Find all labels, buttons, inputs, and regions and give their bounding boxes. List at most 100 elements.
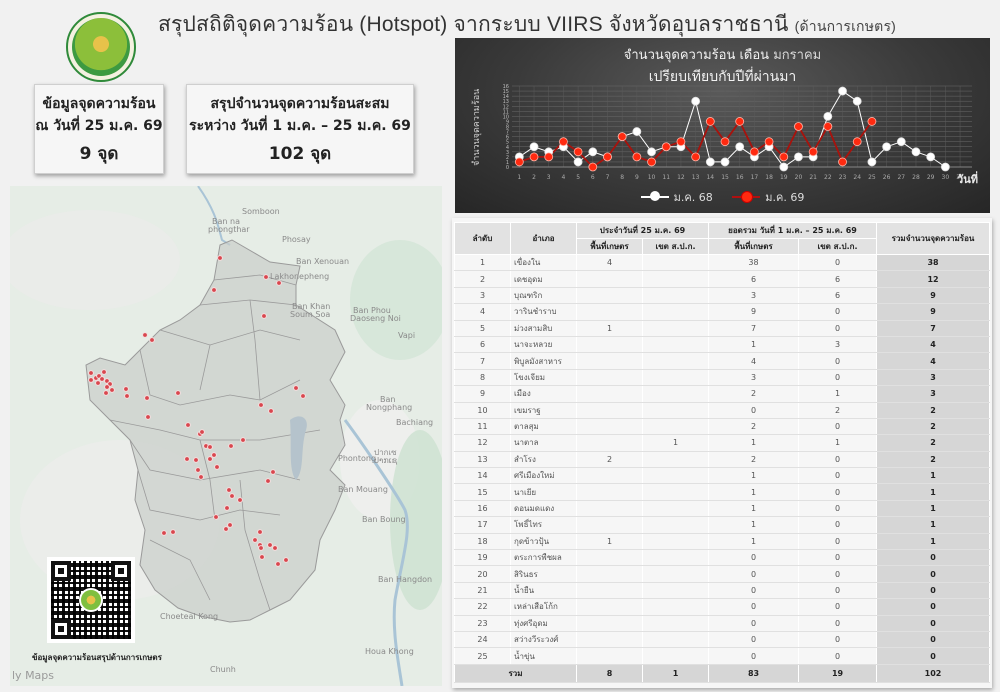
svg-text:2: 2	[532, 174, 536, 181]
cell-d-alro	[641, 598, 710, 616]
hotspot-marker-icon[interactable]	[184, 456, 190, 462]
hotspot-marker-icon[interactable]	[237, 497, 243, 503]
hotspot-marker-icon[interactable]	[104, 384, 110, 390]
hotspot-marker-icon[interactable]	[259, 554, 265, 560]
hotspot-marker-icon[interactable]	[283, 557, 289, 563]
hotspot-marker-icon[interactable]	[142, 332, 148, 338]
chart-title-month: มกราคม	[773, 48, 822, 63]
hotspot-marker-icon[interactable]	[272, 545, 278, 551]
data-point-marker-icon	[735, 117, 745, 126]
hotspot-marker-icon[interactable]	[224, 505, 230, 511]
data-point-marker-icon	[617, 132, 627, 142]
map-place-label: Bachiang	[396, 418, 434, 427]
hotspot-marker-icon[interactable]	[109, 387, 115, 393]
cell-d-agri	[576, 417, 643, 436]
cell-district: บุณฑริก	[510, 286, 577, 305]
hotspot-marker-icon[interactable]	[227, 522, 233, 528]
map-place-label: Houa Khong	[365, 647, 414, 656]
data-point-marker-icon	[852, 96, 862, 106]
cell-c-alro: 0	[798, 352, 878, 370]
hotspot-marker-icon[interactable]	[275, 561, 281, 567]
hotspot-marker-icon[interactable]	[124, 393, 130, 399]
hotspot-marker-icon[interactable]	[198, 474, 204, 480]
svg-text:13: 13	[692, 174, 700, 181]
hotspot-marker-icon[interactable]	[149, 337, 155, 343]
hotspot-marker-icon[interactable]	[258, 545, 264, 551]
cell-d-agri	[576, 516, 643, 534]
hotspot-marker-icon[interactable]	[223, 526, 229, 532]
hotspot-marker-icon[interactable]	[144, 395, 150, 401]
map-place-label: Ban Mouang	[338, 485, 388, 494]
svg-text:15: 15	[503, 89, 509, 95]
hotspot-marker-icon[interactable]	[145, 414, 151, 420]
today-box-date: ณ วันที่ 25 ม.ค. 69	[35, 118, 163, 134]
hotspot-marker-icon[interactable]	[268, 408, 274, 414]
hotspot-marker-icon[interactable]	[217, 255, 223, 261]
hotspot-marker-icon[interactable]	[185, 422, 191, 428]
hotspot-marker-icon[interactable]	[207, 456, 213, 462]
svg-text:3: 3	[506, 150, 509, 156]
cell-total: 3	[876, 385, 991, 403]
cell-d-agri	[576, 581, 643, 600]
hotspot-marker-icon[interactable]	[229, 493, 235, 499]
map-place-label: ປາກເຊ	[374, 456, 398, 465]
hotspot-marker-icon[interactable]	[265, 478, 271, 484]
hotspot-marker-icon[interactable]	[195, 467, 201, 473]
hotspot-marker-icon[interactable]	[103, 390, 109, 396]
hotspot-marker-icon[interactable]	[161, 530, 167, 536]
qr-finder-icon	[51, 561, 71, 581]
cell-rank: 15	[454, 483, 511, 501]
table-row: 7 พิบูลมังสาหาร 4 0 4	[454, 352, 991, 370]
data-point-marker-icon	[749, 147, 759, 157]
hotspot-marker-icon[interactable]	[214, 464, 220, 470]
today-hotspot-box: ข้อมูลจุดความร้อน ณ วันที่ 25 ม.ค. 69 9 …	[34, 84, 164, 174]
hotspot-marker-icon[interactable]	[300, 393, 306, 399]
map-place-label: Phontong	[338, 454, 377, 463]
svg-text:26: 26	[883, 174, 891, 181]
svg-text:31: 31	[956, 174, 964, 181]
cell-d-agri: 1	[576, 319, 643, 337]
hotspot-marker-icon[interactable]	[88, 377, 94, 383]
hotspot-marker-icon[interactable]	[123, 386, 129, 392]
hotspot-marker-icon[interactable]	[207, 444, 213, 450]
cell-d-agri: 1	[576, 532, 643, 551]
hotspot-marker-icon[interactable]	[276, 280, 282, 286]
hotspot-map[interactable]: Somboon Ban na phongthar Phosay Ban Xenouan L…	[10, 186, 442, 686]
hotspot-marker-icon[interactable]	[258, 402, 264, 408]
hotspot-marker-icon[interactable]	[252, 537, 258, 543]
hotspot-marker-icon[interactable]	[211, 287, 217, 293]
cell-district: พิบูลมังสาหาร	[510, 352, 577, 370]
hotspot-marker-icon[interactable]	[226, 487, 232, 493]
hotspot-marker-icon[interactable]	[240, 437, 246, 443]
cell-d-agri	[576, 401, 643, 419]
hotspot-marker-icon[interactable]	[88, 370, 94, 376]
cell-district: ม่วงสามสิบ	[510, 319, 577, 337]
cell-rank: 18	[454, 532, 511, 551]
qr-code[interactable]	[47, 557, 135, 643]
hotspot-marker-icon[interactable]	[261, 313, 267, 319]
hotspot-marker-icon[interactable]	[101, 369, 107, 375]
hotspot-marker-icon[interactable]	[170, 529, 176, 535]
table-row: 8 โขงเจียม 3 0 3	[454, 368, 991, 387]
hotspot-marker-icon[interactable]	[99, 376, 105, 382]
hotspot-marker-icon[interactable]	[199, 429, 205, 435]
hotspot-marker-icon[interactable]	[228, 443, 234, 449]
hotspot-marker-icon[interactable]	[257, 529, 263, 535]
hotspot-marker-icon[interactable]	[175, 390, 181, 396]
cell-total: 1	[876, 532, 991, 551]
cell-d-agri: 4	[576, 253, 643, 272]
hotspot-marker-icon[interactable]	[213, 514, 219, 520]
chart-y-axis-label: จำนวนจุดความร้อน	[472, 88, 482, 166]
svg-text:9: 9	[635, 174, 639, 181]
hotspot-marker-icon[interactable]	[211, 452, 217, 458]
hotspot-marker-icon[interactable]	[95, 380, 101, 386]
hotspot-marker-icon[interactable]	[267, 542, 273, 548]
data-point-marker-icon	[632, 152, 642, 162]
legend-marker-white-icon	[640, 191, 669, 201]
hotspot-marker-icon[interactable]	[293, 385, 299, 391]
hotspot-marker-icon[interactable]	[193, 457, 199, 463]
hotspot-marker-icon[interactable]	[270, 469, 276, 475]
hotspot-marker-icon[interactable]	[263, 274, 269, 280]
svg-text:4: 4	[562, 174, 566, 181]
